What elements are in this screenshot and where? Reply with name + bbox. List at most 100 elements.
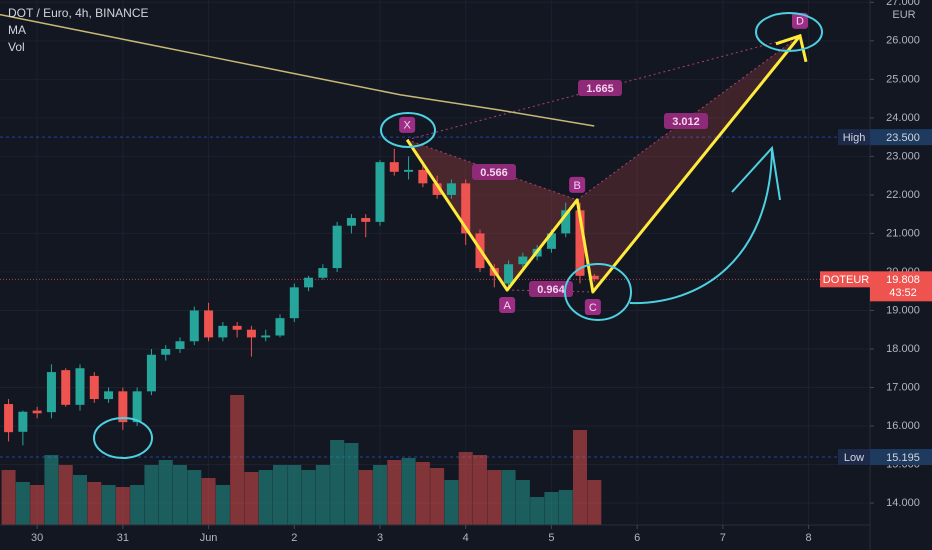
x-tick-label: Jun (200, 532, 218, 544)
candle-body (75, 368, 85, 405)
volume-bar (315, 465, 330, 525)
candle-body (561, 210, 571, 234)
x-tick-label: 2 (291, 532, 297, 544)
volume-bar (444, 480, 459, 525)
volume-bar (301, 470, 316, 525)
pattern-point-label: C (589, 302, 597, 314)
volume-bar (258, 470, 273, 525)
pattern-point-box (584, 298, 601, 315)
candle-body (32, 410, 42, 414)
indicator-label: Vol (8, 40, 25, 54)
countdown: 43:52 (889, 287, 917, 299)
volume-bar (344, 443, 359, 525)
x-tick-label: 8 (806, 532, 812, 544)
ratio-label: 1.665 (586, 83, 614, 95)
volume-bar (1, 470, 16, 525)
candle-body (546, 233, 556, 249)
x-tick-label: 5 (548, 532, 554, 544)
volume-bar (115, 487, 130, 525)
marker-value: 23.500 (886, 132, 920, 144)
volume-bar (101, 485, 116, 525)
pattern-point-box (569, 176, 586, 193)
candle-body (4, 404, 14, 433)
candle-body (575, 210, 585, 276)
volume-bar (387, 460, 402, 525)
candle-body (89, 375, 99, 400)
candle-body (504, 264, 514, 284)
volume-bar (501, 470, 516, 525)
arrow (629, 149, 773, 305)
pattern-point-label: A (503, 300, 511, 312)
candle-body (261, 335, 271, 338)
candle-body (289, 287, 299, 319)
circle (380, 112, 436, 148)
y-tick-label: 16.000 (886, 420, 920, 432)
marker-value-box (870, 129, 932, 146)
candle-body (18, 411, 28, 432)
volume-bar (401, 458, 416, 525)
volume-bar (58, 465, 73, 525)
volume-pane (1, 395, 602, 525)
x-tick-label: 4 (463, 532, 469, 544)
candle-body (304, 277, 314, 288)
circle (755, 12, 823, 52)
volume-bar (273, 465, 287, 525)
candle-body (275, 318, 285, 336)
y-tick-label: 27.000 (886, 0, 920, 8)
candle-body (189, 310, 199, 342)
pattern-point-box (399, 116, 416, 133)
volume-bar (430, 468, 445, 525)
volume-bar (187, 470, 202, 525)
candle-body (246, 329, 256, 338)
volume-bar (544, 492, 559, 525)
volume-bar (15, 482, 30, 525)
x-tick-label: 6 (634, 532, 640, 544)
candle-body (318, 268, 328, 278)
volume-bar (573, 430, 587, 525)
volume-bar (130, 485, 145, 525)
volume-bar (215, 485, 230, 525)
candle-body (104, 391, 114, 400)
marker-name-box (838, 129, 870, 146)
pattern-point-label: D (796, 16, 804, 28)
candle-body (161, 348, 171, 355)
y-tick-label: 17.000 (886, 381, 920, 393)
candle-body (61, 370, 71, 405)
ratio-label: 0.964 (537, 284, 565, 296)
volume-bar (330, 440, 345, 525)
ratio-box (578, 80, 622, 96)
last-value-box (870, 271, 932, 302)
ratio-label: 0.566 (480, 167, 508, 179)
y-tick-label: 22.000 (886, 189, 920, 201)
annotations: X A B C D 0.566 0.964 1.665 3.012 (399, 12, 808, 315)
candle-body (118, 391, 128, 423)
volume-bar (415, 462, 430, 525)
last-value: 19.808 (886, 274, 920, 286)
marker-value: 15.195 (886, 452, 920, 464)
candle-body (361, 218, 371, 222)
circle (564, 263, 632, 321)
candle-body (175, 341, 185, 349)
marker-name: High (843, 132, 866, 144)
volume-bar (87, 482, 102, 525)
pattern-point-box (499, 297, 516, 314)
volume-bar (158, 460, 173, 525)
symbol-box (820, 271, 872, 288)
volume-bar (230, 395, 245, 525)
arrow-head (775, 33, 808, 63)
candle-body (218, 325, 228, 338)
volume-bar (530, 497, 545, 525)
volume-bar (244, 472, 259, 525)
candle-body (446, 183, 456, 195)
volume-bar (458, 452, 473, 525)
y-tick-label: 18.000 (886, 343, 920, 355)
x-tick-label: 7 (720, 532, 726, 544)
y-tick-label: 19.000 (886, 304, 920, 316)
pattern-point-label: B (573, 180, 580, 192)
pattern-ratio-line (576, 35, 801, 201)
volume-bar (587, 480, 602, 525)
candle-body (432, 183, 442, 195)
candle-body (518, 256, 528, 265)
candle-body (389, 162, 399, 172)
